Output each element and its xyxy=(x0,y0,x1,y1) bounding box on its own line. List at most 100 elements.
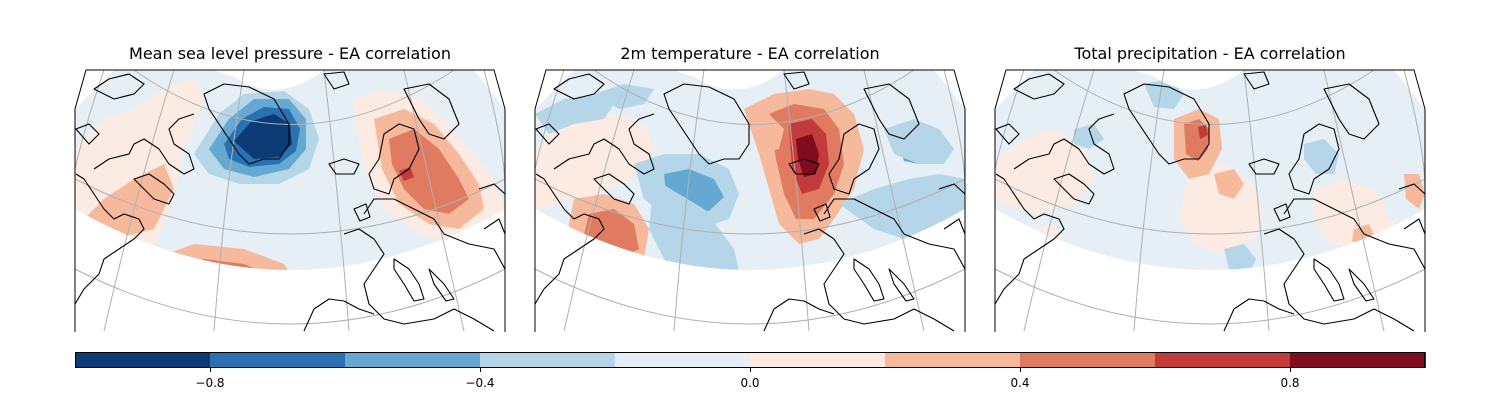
coastline xyxy=(368,123,420,195)
contour-region xyxy=(1179,164,1264,254)
colorbar-segment xyxy=(1155,352,1291,368)
coastline xyxy=(203,83,290,165)
coastline xyxy=(1323,83,1380,140)
contour-region xyxy=(189,274,269,314)
coastline xyxy=(363,198,506,270)
coastline xyxy=(303,298,375,332)
coastline xyxy=(938,183,966,195)
coastline xyxy=(1123,83,1210,165)
coastline xyxy=(75,123,100,145)
contour-region xyxy=(649,179,744,270)
coastline xyxy=(994,173,1065,305)
gridline xyxy=(534,268,966,325)
coastline xyxy=(1313,258,1345,302)
colorbar-segment xyxy=(615,352,751,368)
coastline xyxy=(593,173,635,205)
gridline xyxy=(1243,69,1270,332)
contour-region xyxy=(1214,169,1244,199)
coastline xyxy=(93,73,145,100)
coastline xyxy=(1053,173,1095,205)
gridline xyxy=(133,69,455,125)
coastline xyxy=(863,83,920,140)
gridline xyxy=(1323,69,1385,332)
colorbar-segment xyxy=(1290,352,1426,368)
coastline xyxy=(888,268,915,302)
contour-region xyxy=(535,114,654,209)
gridline xyxy=(994,69,1025,170)
panel-title-msl: Mean sea level pressure - EA correlation xyxy=(129,44,451,63)
coastline xyxy=(478,183,506,195)
coastline xyxy=(393,258,425,302)
gridline xyxy=(994,178,1426,235)
gridline xyxy=(994,268,1426,325)
map-frame xyxy=(994,69,1426,332)
gridline xyxy=(1053,69,1375,125)
contour-region xyxy=(884,119,954,164)
coastline xyxy=(783,71,810,90)
coastline xyxy=(534,173,605,305)
colorbar-tick xyxy=(1020,368,1021,372)
coastline xyxy=(93,113,195,175)
coastline xyxy=(943,218,966,235)
coastline xyxy=(1403,218,1426,235)
panel-title-t2m: 2m temperature - EA correlation xyxy=(620,44,880,63)
colorbar-segment xyxy=(885,352,1021,368)
gridline xyxy=(1023,69,1095,332)
contour-region xyxy=(234,114,292,159)
colorbar-tick xyxy=(750,368,751,372)
gridline xyxy=(74,178,506,235)
coastline xyxy=(813,203,831,222)
coastline xyxy=(788,158,820,175)
gridline xyxy=(213,69,245,332)
coastline xyxy=(1283,198,1426,270)
coastline xyxy=(74,173,145,305)
contour-region xyxy=(796,134,819,177)
map-panel-t2m xyxy=(534,69,966,332)
coastline xyxy=(823,198,966,270)
gridline xyxy=(534,69,565,170)
contour-region xyxy=(84,164,174,239)
coastline xyxy=(403,83,460,140)
coastline xyxy=(1398,183,1426,195)
colorbar-segment xyxy=(75,352,211,368)
colorbar-segment xyxy=(345,352,481,368)
contour-region xyxy=(1144,79,1184,109)
coastline xyxy=(1348,268,1375,302)
colorbar xyxy=(75,352,1426,368)
colorbar-segment xyxy=(1020,352,1156,368)
contour-region xyxy=(995,129,1094,214)
coastline xyxy=(803,228,955,332)
contour-region xyxy=(1274,279,1304,304)
panel-title-tp: Total precipitation - EA correlation xyxy=(1074,44,1346,63)
coastline xyxy=(1248,158,1280,175)
colorbar-tick-label: 0.8 xyxy=(1280,376,1300,390)
gridline xyxy=(534,178,966,235)
contour-region xyxy=(1198,125,1208,139)
coastline xyxy=(1288,123,1340,195)
colorbar-tick-label: 0.4 xyxy=(1010,376,1030,390)
coastline xyxy=(1013,113,1115,175)
contour-region xyxy=(1304,139,1339,174)
contour-region xyxy=(1404,174,1425,209)
colorbar-tick xyxy=(480,368,481,372)
coastline xyxy=(1273,203,1291,222)
coastline xyxy=(428,268,455,302)
coastline xyxy=(1263,228,1415,332)
colorbar-tick-label: 0.0 xyxy=(740,376,760,390)
coastline xyxy=(763,298,835,332)
colorbar-segment xyxy=(480,352,616,368)
coastline xyxy=(553,113,655,175)
map-panel-msl xyxy=(74,69,506,332)
gridline xyxy=(783,69,810,332)
coastline xyxy=(853,258,885,302)
gridline xyxy=(863,69,925,332)
coastline xyxy=(1013,73,1065,100)
coastline xyxy=(535,123,560,145)
colorbar-tick xyxy=(210,368,211,372)
gridline xyxy=(323,69,350,332)
contour-region xyxy=(389,129,469,214)
coastline xyxy=(133,173,175,205)
gridline xyxy=(563,69,635,332)
gridline xyxy=(74,268,506,325)
colorbar-tick xyxy=(1290,368,1291,372)
